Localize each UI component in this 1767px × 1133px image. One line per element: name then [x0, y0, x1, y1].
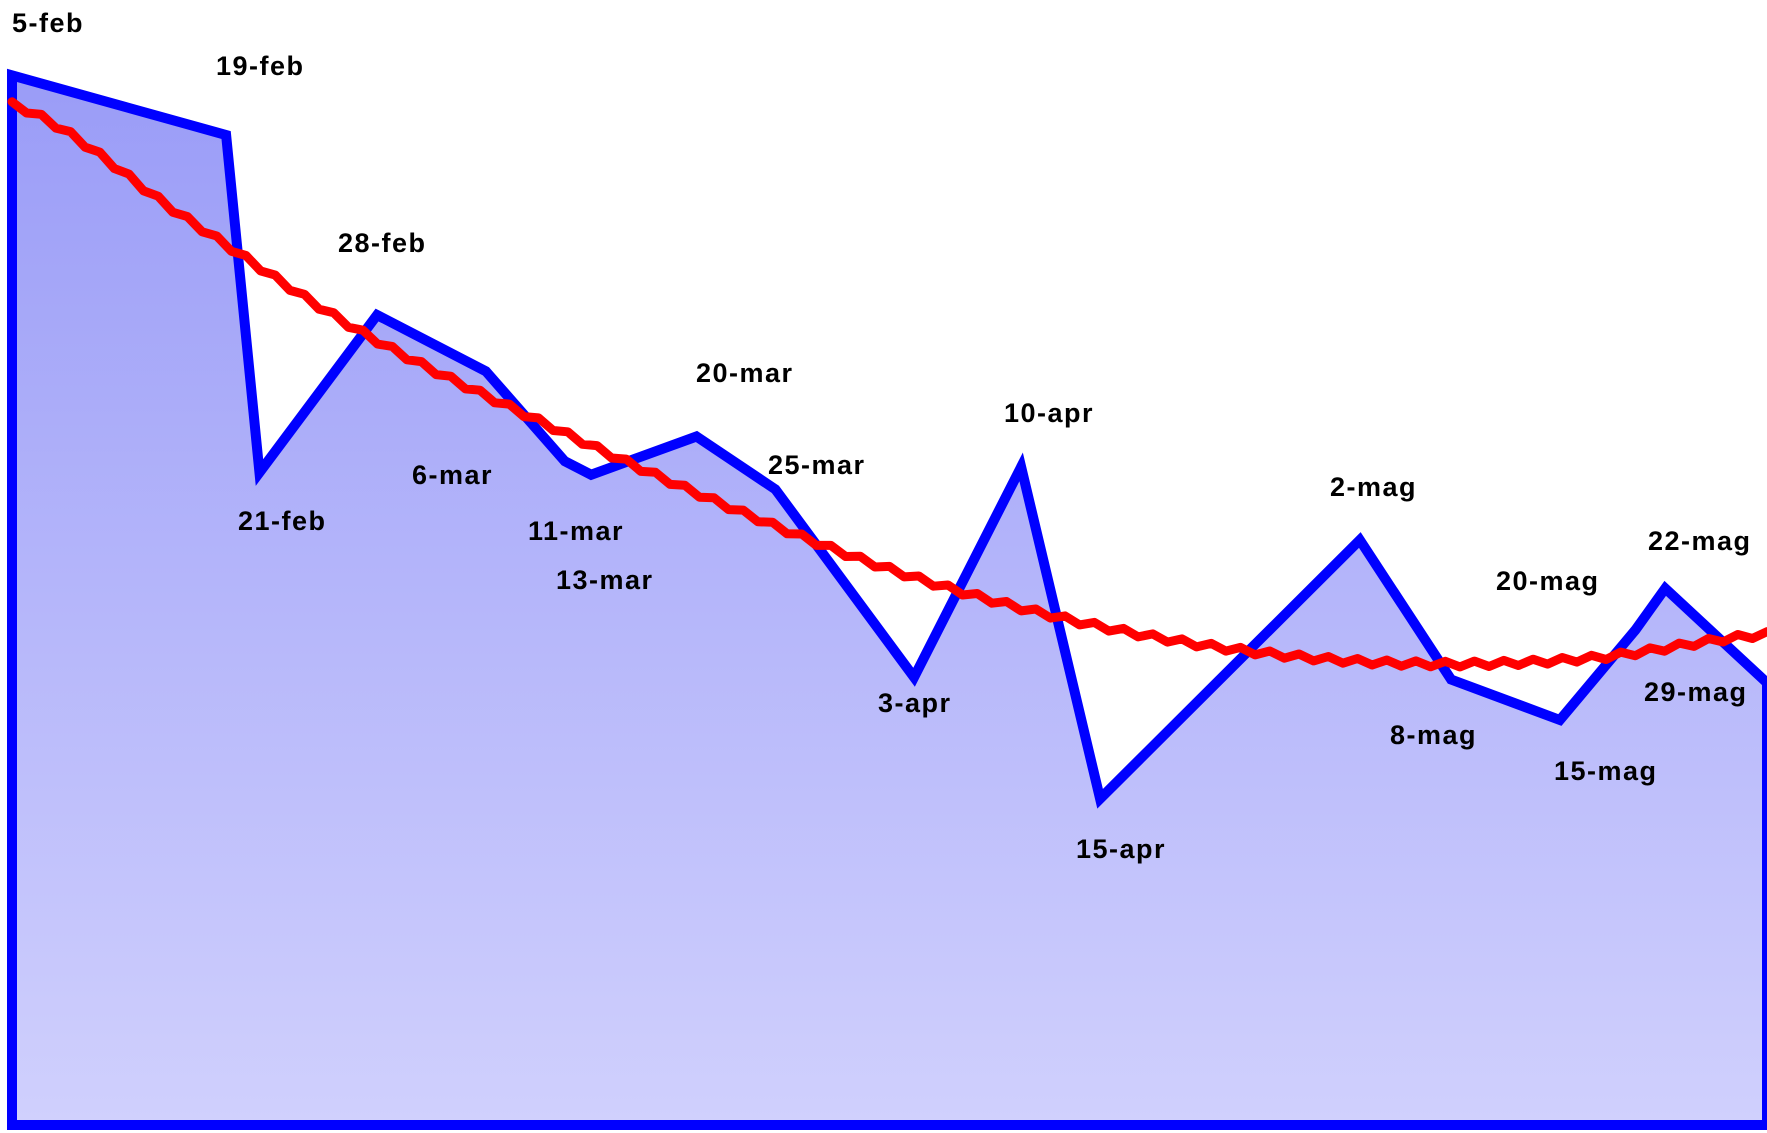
area-series [6, 68, 1767, 1130]
point-label-10-apr: 10-apr [1004, 398, 1094, 428]
point-label-20-mag: 20-mag [1496, 566, 1600, 596]
data-point-10 [1017, 462, 1026, 471]
point-label-3-apr: 3-apr [878, 688, 952, 718]
point-label-13-mar: 13-mar [556, 565, 654, 595]
data-point-13 [1447, 675, 1456, 684]
data-point-2 [255, 468, 264, 477]
data-point-3 [373, 311, 382, 319]
data-point-0 [8, 71, 16, 80]
data-point-8 [771, 485, 780, 494]
data-point-17 [1763, 678, 1767, 687]
point-label-11-mar: 11-mar [528, 516, 624, 546]
data-point-5 [560, 457, 569, 466]
point-labels: 5-feb 19-feb 21-feb 28-feb 6-mar 11-mar 13-mar… [12, 8, 1752, 864]
point-label-15-apr: 15-apr [1076, 834, 1166, 864]
point-label-15-mag: 15-mag [1554, 756, 1658, 786]
point-label-8-mag: 8-mag [1390, 720, 1477, 750]
data-point-14 [1555, 716, 1564, 724]
point-label-28-feb: 28-feb [338, 228, 427, 258]
data-point-9 [910, 673, 919, 682]
data-point-6 [587, 470, 596, 479]
data-point-15 [1631, 626, 1640, 634]
trend-series [7, 97, 1767, 672]
point-label-6-mar: 6-mar [412, 460, 493, 490]
point-label-22-mag: 22-mag [1648, 526, 1752, 556]
point-label-5-feb: 5-feb [12, 8, 84, 38]
point-label-25-mar: 25-mar [768, 450, 866, 480]
data-point-7 [692, 432, 701, 441]
data-point-1 [222, 131, 231, 139]
point-label-21-feb: 21-feb [238, 506, 327, 536]
trend-line [7, 97, 1767, 672]
area-fill [6, 68, 1767, 1130]
point-label-2-mag: 2-mag [1330, 472, 1417, 502]
data-point-4 [481, 367, 490, 376]
point-label-29-mag: 29-mag [1644, 677, 1748, 707]
point-label-20-mar: 20-mar [696, 358, 794, 388]
data-point-12 [1355, 536, 1364, 544]
point-label-19-feb: 19-feb [216, 51, 305, 81]
data-point-16 [1661, 584, 1670, 593]
data-point-11 [1096, 794, 1105, 803]
